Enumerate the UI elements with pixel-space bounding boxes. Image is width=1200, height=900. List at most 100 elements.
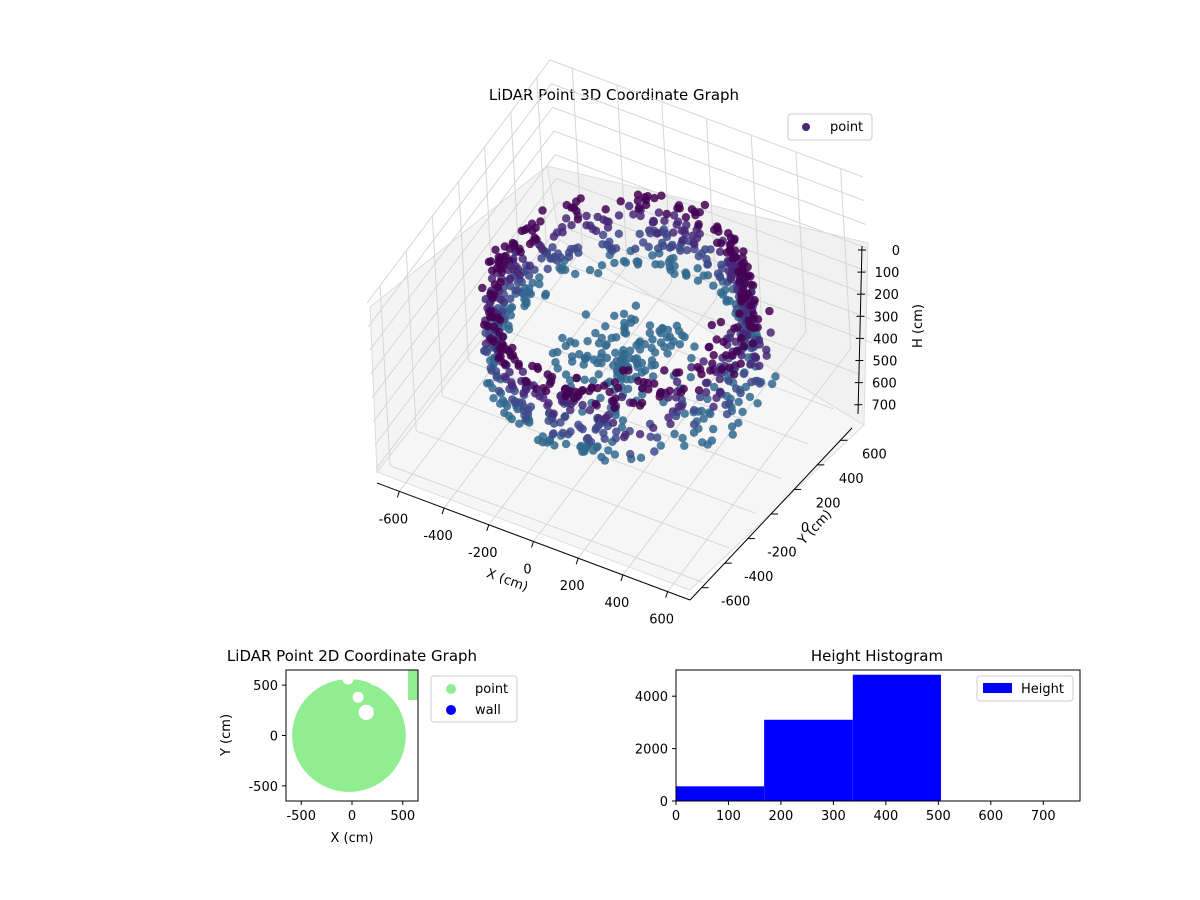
point-marker bbox=[553, 347, 562, 357]
point-marker bbox=[746, 301, 755, 310]
point-marker bbox=[601, 341, 610, 350]
point-marker bbox=[681, 213, 691, 222]
point-marker bbox=[619, 309, 629, 319]
legend-2d-marker-wall bbox=[446, 705, 456, 715]
point-marker bbox=[669, 228, 678, 237]
point-marker bbox=[485, 312, 495, 322]
point-marker bbox=[674, 368, 684, 377]
histogram-bar bbox=[764, 719, 853, 801]
point-marker bbox=[741, 293, 750, 302]
point-marker bbox=[500, 242, 509, 251]
grid-line bbox=[405, 250, 417, 431]
point-marker bbox=[524, 271, 534, 280]
point-marker bbox=[612, 427, 621, 436]
point-marker bbox=[497, 339, 507, 348]
point-marker bbox=[695, 392, 705, 402]
point-marker bbox=[762, 345, 771, 354]
point-marker bbox=[724, 399, 734, 408]
point-marker bbox=[561, 370, 571, 379]
y-tick-label: 0 bbox=[660, 795, 668, 810]
y-tick-label: 400 bbox=[839, 472, 864, 487]
point-marker bbox=[656, 260, 665, 269]
point-marker bbox=[633, 190, 643, 199]
point-marker bbox=[676, 246, 685, 255]
x-tick-label: 700 bbox=[1031, 809, 1056, 824]
point-marker bbox=[525, 239, 535, 249]
x-tick-label: 400 bbox=[873, 809, 898, 824]
point-marker bbox=[719, 337, 728, 347]
chart-3d-title: LiDAR Point 3D Coordinate Graph bbox=[489, 86, 739, 104]
grid-line bbox=[369, 107, 554, 351]
point-marker bbox=[481, 328, 490, 338]
point-marker bbox=[734, 418, 743, 428]
x-tick-label: 500 bbox=[926, 809, 951, 824]
point-marker bbox=[656, 338, 666, 347]
point-cloud-3d bbox=[478, 190, 780, 465]
x-tick-label: 200 bbox=[769, 809, 794, 824]
point-marker bbox=[602, 217, 611, 226]
point-marker bbox=[521, 414, 530, 423]
point-marker bbox=[571, 269, 580, 279]
point-marker bbox=[653, 244, 663, 253]
point-marker bbox=[494, 259, 504, 268]
point-marker bbox=[739, 369, 748, 379]
point-marker bbox=[636, 453, 646, 462]
point-marker bbox=[664, 413, 673, 422]
point-marker bbox=[520, 301, 529, 311]
grid-line bbox=[431, 216, 443, 397]
point-marker bbox=[506, 262, 516, 271]
z-tick-label: 0 bbox=[892, 244, 900, 259]
point-marker bbox=[593, 383, 602, 393]
point-marker bbox=[558, 333, 567, 343]
point-marker bbox=[594, 269, 603, 278]
point-marker bbox=[536, 217, 545, 226]
point-marker bbox=[656, 329, 666, 338]
point-marker bbox=[706, 409, 715, 419]
point-marker bbox=[617, 423, 627, 432]
point-marker bbox=[566, 244, 576, 254]
point-marker bbox=[491, 245, 500, 254]
x-tick-label: 600 bbox=[978, 809, 1003, 824]
point-cloud-2d bbox=[292, 670, 418, 792]
point-marker bbox=[501, 251, 510, 261]
point-marker bbox=[703, 271, 713, 280]
point-marker bbox=[500, 372, 509, 382]
point-marker bbox=[525, 261, 535, 270]
point-marker bbox=[650, 447, 659, 456]
point-marker bbox=[489, 322, 499, 332]
point-marker bbox=[576, 194, 585, 203]
point-marker bbox=[699, 357, 708, 366]
point-marker bbox=[614, 211, 624, 220]
point-marker bbox=[702, 388, 711, 397]
point-marker bbox=[716, 317, 726, 327]
point-marker bbox=[700, 200, 710, 210]
point-marker bbox=[715, 247, 725, 256]
z-tick-label: 200 bbox=[874, 288, 899, 303]
point-marker bbox=[648, 372, 658, 381]
point-marker bbox=[693, 276, 703, 285]
point-marker bbox=[657, 191, 666, 200]
point-marker bbox=[522, 377, 531, 386]
grid-line bbox=[556, 177, 870, 296]
point-marker bbox=[650, 193, 659, 203]
point-marker bbox=[598, 240, 607, 249]
point-marker bbox=[617, 392, 627, 402]
y-tick-label: 600 bbox=[862, 447, 887, 462]
point-marker bbox=[506, 281, 515, 291]
point-marker bbox=[507, 414, 516, 424]
scatter-2d-area bbox=[292, 670, 418, 792]
point-marker bbox=[552, 228, 562, 237]
point-marker bbox=[582, 211, 591, 221]
point-marker bbox=[605, 237, 614, 246]
point-marker bbox=[706, 366, 715, 375]
point-marker bbox=[648, 251, 657, 260]
point-marker bbox=[664, 393, 673, 402]
z-tick-label: 300 bbox=[874, 310, 899, 325]
point-marker bbox=[716, 239, 726, 248]
point-marker bbox=[574, 391, 583, 400]
point-marker bbox=[649, 216, 658, 226]
point-marker bbox=[605, 387, 614, 397]
point-marker bbox=[690, 240, 699, 249]
point-marker bbox=[572, 373, 581, 383]
point-marker bbox=[571, 339, 580, 348]
